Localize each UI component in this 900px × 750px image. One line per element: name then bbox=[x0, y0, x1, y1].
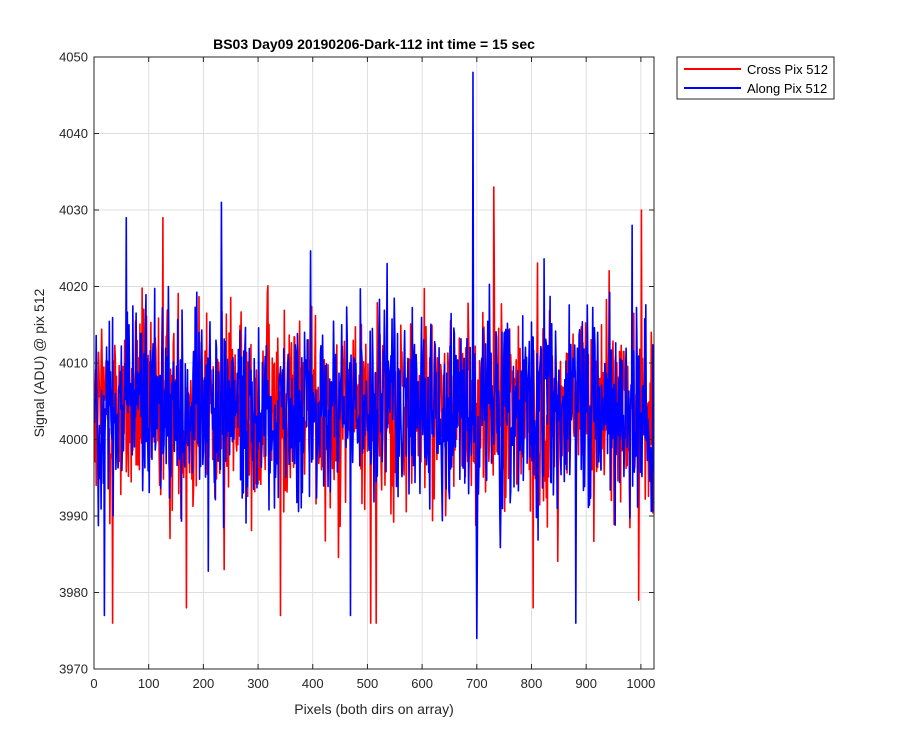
y-axis-label: Signal (ADU) @ pix 512 bbox=[31, 288, 47, 437]
y-tick-label: 3990 bbox=[59, 509, 88, 524]
series-layer bbox=[94, 71, 654, 640]
legend-box bbox=[676, 56, 835, 100]
series-line-along-pix-512 bbox=[94, 71, 654, 640]
x-tick-label: 800 bbox=[521, 676, 543, 691]
x-tick-label: 300 bbox=[247, 676, 269, 691]
x-tick-label: 900 bbox=[575, 676, 597, 691]
y-tick-label: 4030 bbox=[59, 203, 88, 218]
y-tick-label: 3970 bbox=[59, 662, 88, 677]
chart-title: BS03 Day09 20190206-Dark-112 int time = … bbox=[213, 36, 535, 52]
x-tick-label: 0 bbox=[90, 676, 97, 691]
y-tick-label: 4020 bbox=[59, 279, 88, 294]
y-tick-label: 4040 bbox=[59, 126, 88, 141]
y-tick-label: 4000 bbox=[59, 432, 88, 447]
y-tick-label: 4010 bbox=[59, 356, 88, 371]
legend-label-cross: Cross Pix 512 bbox=[747, 62, 828, 77]
x-tick-label: 200 bbox=[193, 676, 215, 691]
x-tick-label: 100 bbox=[138, 676, 160, 691]
x-tick-label: 700 bbox=[466, 676, 488, 691]
ticks: 0 100 200 300 400 500 600 700 800 900 1000 3970 3980… bbox=[59, 50, 655, 692]
legend-label-along: Along Pix 512 bbox=[747, 81, 827, 96]
x-tick-label: 1000 bbox=[626, 676, 655, 691]
x-axis-label: Pixels (both dirs on array) bbox=[294, 701, 454, 717]
y-tick-label: 4050 bbox=[59, 50, 88, 65]
x-tick-label: 400 bbox=[302, 676, 324, 691]
y-tick-label: 3980 bbox=[59, 585, 88, 600]
x-tick-label: 500 bbox=[357, 676, 379, 691]
legend: Cross Pix 512 Along Pix 512 bbox=[676, 56, 835, 100]
x-tick-label: 600 bbox=[411, 676, 433, 691]
